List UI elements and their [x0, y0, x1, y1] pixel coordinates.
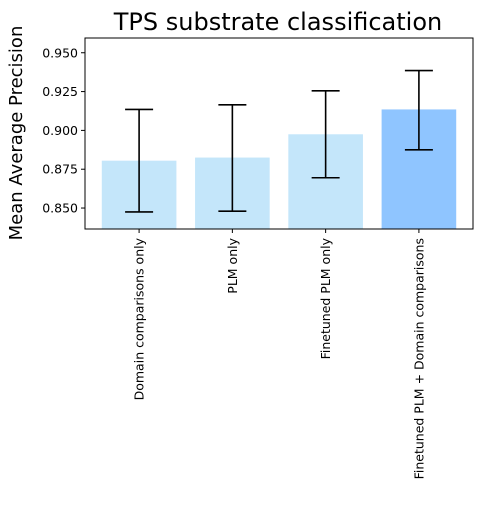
y-axis-label: Mean Average Precision	[6, 26, 27, 241]
plot-area: 0.850 0.875 0.900 0.925 0.950 Domain comparis…	[42, 37, 474, 479]
x-tick-label: Domain comparisons only	[132, 237, 147, 400]
x-tick-label: Finetuned PLM + Domain comparisons	[411, 238, 426, 479]
x-tick-label: Finetuned PLM only	[318, 237, 333, 359]
y-tick-label: 0.925	[42, 84, 78, 99]
plot-frame	[84, 37, 474, 230]
y-tick-label: 0.850	[42, 201, 78, 216]
y-tick-label: 0.900	[42, 123, 78, 138]
y-tick-label: 0.950	[42, 45, 78, 60]
y-tick-label: 0.875	[42, 162, 78, 177]
chart-title: TPS substrate classification	[113, 8, 442, 36]
x-tick-label: PLM only	[225, 237, 240, 293]
